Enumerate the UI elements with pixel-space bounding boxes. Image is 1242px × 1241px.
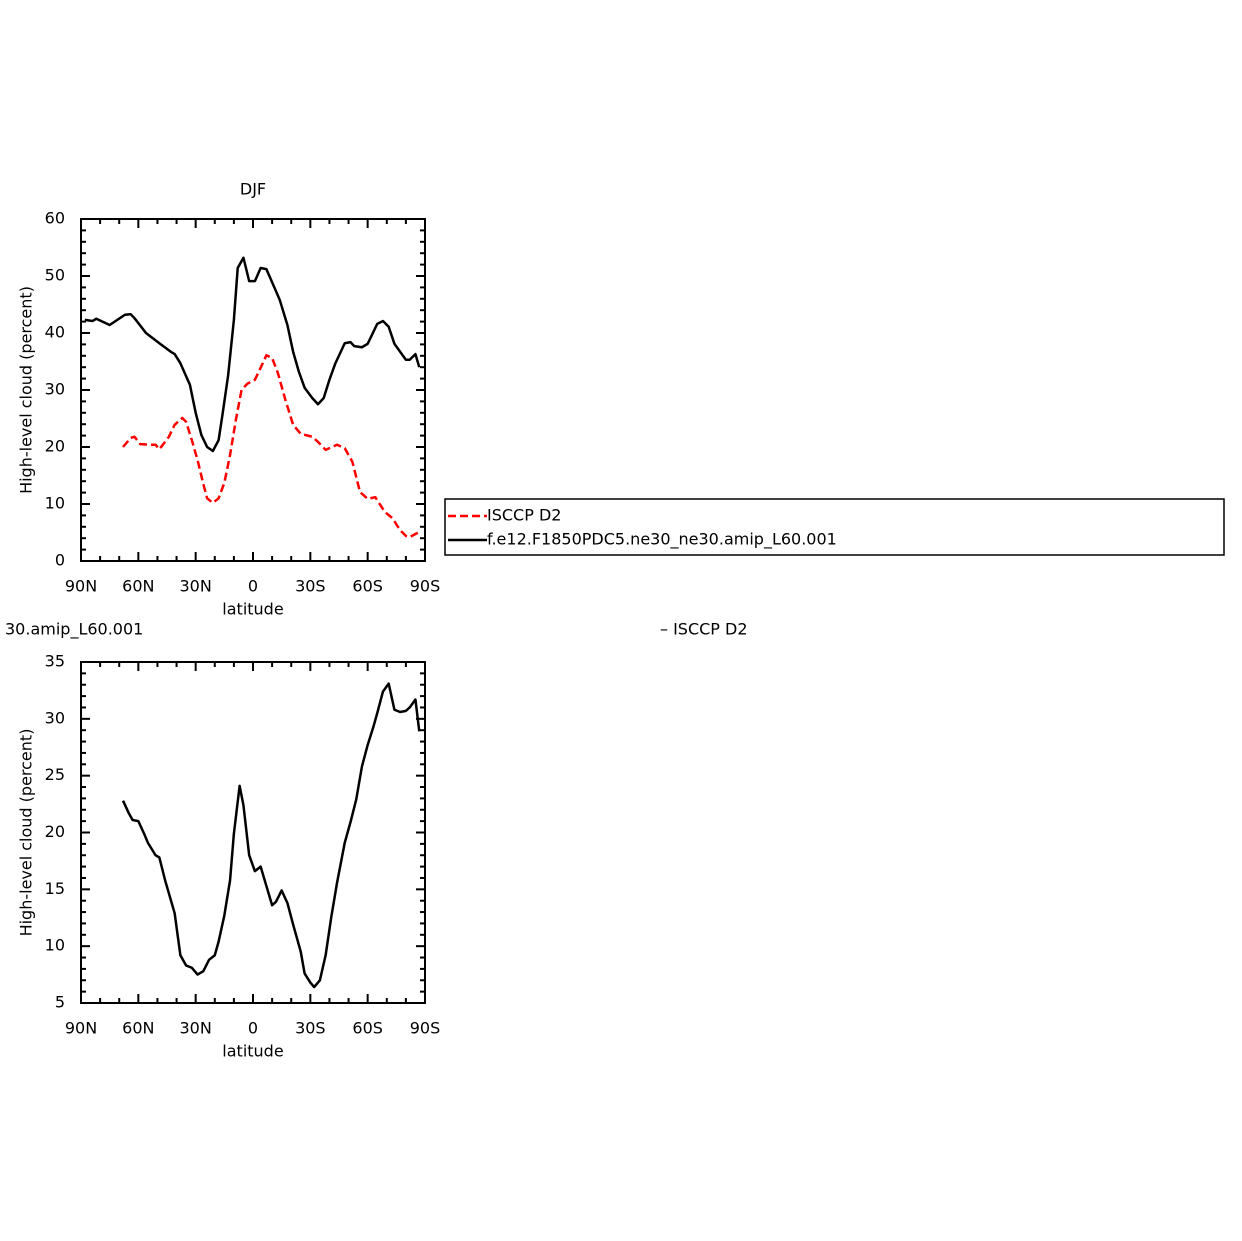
y-tick-label: 25: [45, 765, 65, 784]
y-tick-label: 20: [45, 437, 65, 456]
data-line: [121, 682, 421, 989]
x-tick-label: 90S: [410, 577, 441, 596]
y-tick-label: 35: [45, 652, 65, 671]
x-tick-label: 0: [248, 1019, 258, 1038]
chart-title: 30.amip_L60.001: [5, 620, 143, 640]
y-tick-label: 0: [55, 551, 65, 570]
y-tick-label: 5: [55, 993, 65, 1012]
y-axis-label: High-level cloud (percent): [17, 729, 36, 937]
x-tick-label: 30S: [295, 577, 326, 596]
x-tick-label: 0: [248, 577, 258, 596]
y-tick-label: 50: [45, 266, 65, 285]
x-tick-label: 90N: [65, 577, 97, 596]
y-tick-label: 10: [45, 936, 65, 955]
x-tick-label: 90N: [65, 1019, 97, 1038]
y-tick-label: 20: [45, 822, 65, 841]
x-tick-label: 60N: [122, 577, 154, 596]
x-axis-label: latitude: [222, 1042, 283, 1061]
data-line: [122, 353, 420, 539]
y-tick-label: 30: [45, 380, 65, 399]
x-tick-label: 90S: [410, 1019, 441, 1038]
x-axis-label: latitude: [222, 600, 283, 619]
plot-frame: [80, 661, 426, 1004]
chart-title: DJF: [240, 180, 266, 199]
x-tick-label: 30N: [180, 577, 212, 596]
x-tick-label: 60N: [122, 1019, 154, 1038]
y-tick-label: 10: [45, 494, 65, 513]
legend-label: f.e12.F1850PDC5.ne30_ne30.amip_L60.001: [487, 530, 837, 550]
x-tick-label: 60S: [352, 1019, 383, 1038]
x-tick-label: 30S: [295, 1019, 326, 1038]
x-tick-label: 60S: [352, 577, 383, 596]
plot-frame: [80, 218, 426, 562]
y-axis-label: High-level cloud (percent): [17, 286, 36, 494]
y-tick-label: 40: [45, 323, 65, 342]
x-tick-label: 30N: [180, 1019, 212, 1038]
y-tick-label: 15: [45, 879, 65, 898]
chart-subtitle: – ISCCP D2: [660, 620, 748, 639]
y-tick-label: 60: [45, 209, 65, 228]
legend-box: [444, 498, 1225, 556]
data-line: [84, 256, 421, 453]
legend-label: ISCCP D2: [487, 506, 561, 525]
y-tick-label: 30: [45, 708, 65, 727]
